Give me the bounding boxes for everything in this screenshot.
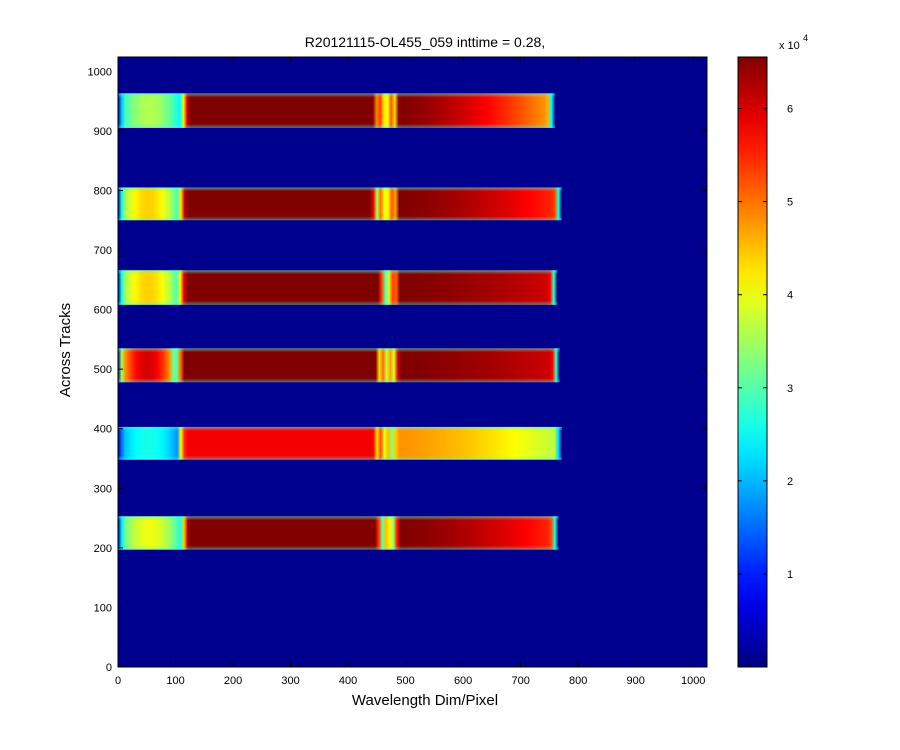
chart-title: R20121115-OL455_059 inttime = 0.28,	[305, 34, 545, 50]
plot-frame	[117, 56, 708, 668]
track-band	[118, 426, 563, 460]
colorbar-scale	[738, 57, 767, 667]
track-band	[118, 270, 558, 305]
track-band	[118, 187, 563, 221]
y-tick-label: 800	[94, 185, 112, 197]
colorbar-tick-label: 6	[787, 104, 793, 116]
y-tick-label: 200	[94, 543, 112, 555]
x-tick-label: 400	[339, 675, 357, 687]
y-tick-label: 900	[94, 126, 112, 138]
colorbar-tick-label: 5	[787, 197, 793, 209]
x-tick-label: 600	[454, 675, 472, 687]
track-edge-shade	[118, 426, 563, 460]
y-tick-label: 500	[94, 364, 112, 376]
x-axis: 0 100 200 300 400 500 600 700 800 900 1000	[115, 57, 705, 687]
track-edge-shade	[118, 187, 563, 221]
tracks-layer	[118, 93, 563, 550]
colorbar-tick-label: 1	[787, 569, 793, 581]
x-tick-label: 100	[166, 675, 184, 687]
x-tick-label: 500	[396, 675, 414, 687]
x-tick-label: 1000	[681, 675, 705, 687]
y-tick-label: 400	[94, 424, 112, 436]
x-tick-label: 800	[569, 675, 587, 687]
colorbar-ticks: 1 2 3 4 5 6	[738, 104, 793, 581]
track-band	[118, 93, 556, 128]
x-tick-label: 0	[115, 675, 121, 687]
y-axis: 0 100 200 300 400 500 600 700 800 900 1000	[88, 66, 707, 674]
y-tick-label: 1000	[88, 66, 112, 78]
track-edge-shade	[118, 270, 558, 305]
track-edge-shade	[118, 348, 560, 383]
colorbar-tick-label: 2	[787, 476, 793, 488]
y-tick-label: 300	[94, 483, 112, 495]
track-band	[118, 348, 560, 383]
x-tick-label: 300	[281, 675, 299, 687]
track-edge-shade	[118, 93, 556, 128]
x-tick-label: 900	[626, 675, 644, 687]
x-axis-label: Wavelength Dim/Pixel	[352, 692, 498, 709]
colorbar-exponent: 4	[803, 33, 808, 43]
plot-area	[117, 56, 708, 668]
colorbar: 1 2 3 4 5 6 x 10 4	[737, 33, 808, 668]
colorbar-tick-label: 4	[787, 290, 793, 302]
colorbar-multiplier: x 10	[779, 40, 800, 52]
y-tick-label: 600	[94, 305, 112, 317]
y-tick-label: 100	[94, 602, 112, 614]
track-edge-shade	[118, 516, 559, 550]
colorbar-tick-label: 3	[787, 383, 793, 395]
track-band	[118, 516, 559, 550]
x-tick-label: 700	[511, 675, 529, 687]
y-tick-label: 0	[106, 662, 112, 674]
y-tick-label: 700	[94, 245, 112, 257]
y-axis-label: Across Tracks	[57, 303, 74, 397]
colorbar-frame	[737, 56, 768, 668]
x-tick-label: 200	[224, 675, 242, 687]
